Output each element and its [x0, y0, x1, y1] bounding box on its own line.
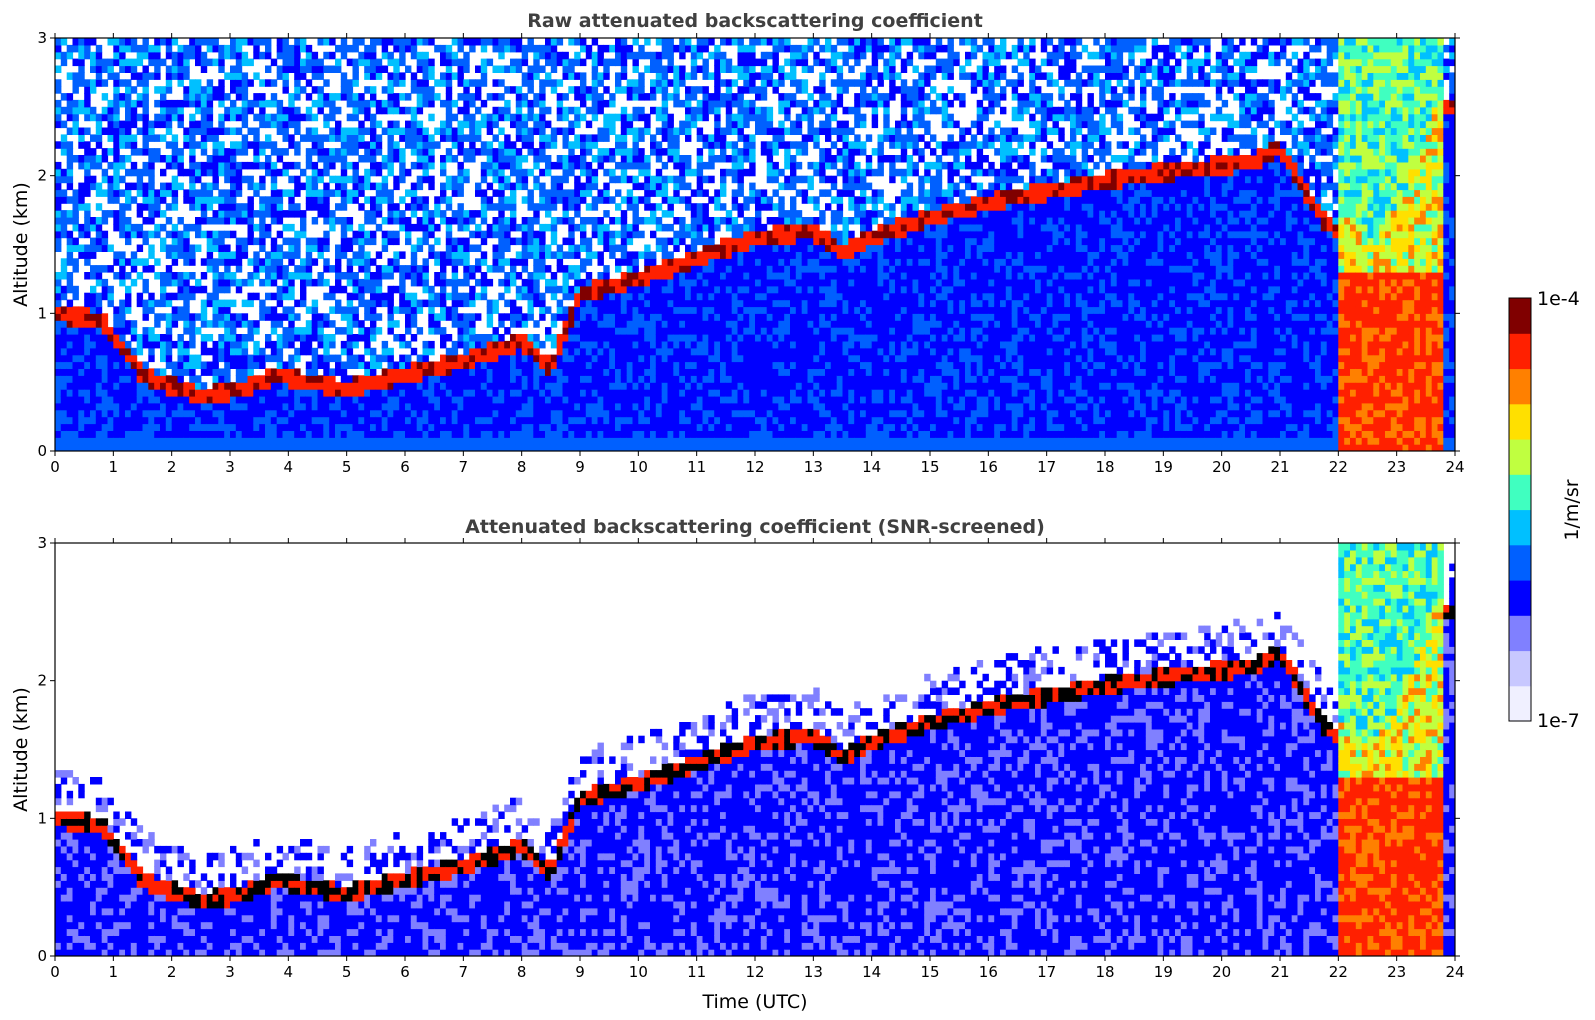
- colorbar-step: [1509, 368, 1531, 405]
- colorbar-step: [1509, 333, 1531, 370]
- x-tick-label: 12: [745, 963, 764, 981]
- x-tick-label: 7: [459, 963, 469, 981]
- y-tick-label: 3: [37, 534, 47, 552]
- x-tick-label: 19: [1154, 963, 1173, 981]
- x-tick-label: 16: [979, 458, 998, 476]
- colorbar-unit-label: 1/m/sr: [1561, 479, 1583, 540]
- x-tick-label: 9: [575, 458, 585, 476]
- x-tick-label: 12: [745, 458, 764, 476]
- panel-screened: Attenuated backscattering coefficient (S…: [10, 516, 1465, 1013]
- colorbar-step: [1509, 474, 1531, 511]
- x-tick-label: 14: [862, 963, 881, 981]
- colorbar-step: [1509, 509, 1531, 546]
- panel-screened-y-axis: 0 1 2 3: [37, 534, 1460, 965]
- x-tick-label: 21: [1270, 458, 1289, 476]
- x-tick-label: 11: [687, 458, 706, 476]
- colorbar-step: [1509, 650, 1531, 687]
- x-tick-label: 13: [804, 963, 823, 981]
- x-tick-label: 19: [1154, 458, 1173, 476]
- colorbar-min-label: 1e-7: [1537, 710, 1580, 732]
- x-tick-label: 17: [1037, 458, 1056, 476]
- x-tick-label: 11: [687, 963, 706, 981]
- x-tick-label: 23: [1387, 458, 1406, 476]
- panel-screened-ylabel: Altitude (km): [10, 687, 32, 812]
- x-tick-label: 3: [225, 458, 235, 476]
- x-tick-label: 24: [1445, 963, 1464, 981]
- x-tick-label: 21: [1270, 963, 1289, 981]
- x-tick-label: 6: [400, 458, 410, 476]
- y-tick-label: 1: [37, 304, 47, 322]
- x-tick-label: 18: [1095, 458, 1114, 476]
- x-tick-label: 15: [920, 963, 939, 981]
- colorbar-step: [1509, 580, 1531, 616]
- panel-raw: Raw attenuated backscattering coefficien…: [10, 10, 1465, 476]
- x-tick-label: 8: [517, 458, 527, 476]
- y-tick-label: 3: [37, 29, 47, 47]
- colorbar-step: [1509, 439, 1531, 475]
- panel-raw-ylabel: Altitude (km): [10, 182, 32, 307]
- colorbar: 1e-4 1e-7 1/m/sr: [1508, 288, 1583, 732]
- colorbar-max-label: 1e-4: [1537, 288, 1580, 310]
- x-tick-label: 0: [50, 458, 60, 476]
- panel-raw-y-axis: 0 1 2 3: [37, 29, 1460, 460]
- colorbar-frame: [1508, 297, 1532, 722]
- y-tick-label: 1: [37, 809, 47, 827]
- x-tick-label: 0: [50, 963, 60, 981]
- colorbar-step: [1509, 615, 1531, 652]
- x-tick-label: 9: [575, 963, 585, 981]
- x-tick-label: 4: [284, 963, 294, 981]
- x-tick-label: 22: [1329, 458, 1348, 476]
- x-tick-label: 2: [167, 458, 177, 476]
- panel-raw-title: Raw attenuated backscattering coefficien…: [527, 10, 983, 32]
- panel-raw-heatmap: [55, 38, 1455, 451]
- x-tick-label: 15: [920, 458, 939, 476]
- x-tick-label: 14: [862, 458, 881, 476]
- colorbar-step: [1509, 685, 1531, 722]
- x-tick-label: 24: [1445, 458, 1464, 476]
- panel-raw-x-axis: 0 1 2 3 4 5 6 7 8 9 10 11 12 13 14 15 16 17 18 19 20 21 22 23 24: [50, 33, 1465, 476]
- x-tick-label: 23: [1387, 963, 1406, 981]
- x-tick-label: 5: [342, 458, 352, 476]
- colorbar-step: [1509, 544, 1531, 581]
- y-tick-label: 0: [37, 947, 47, 965]
- colorbar-step: [1509, 298, 1531, 334]
- panel-screened-xlabel: Time (UTC): [701, 991, 807, 1013]
- panel-screened-heatmap: [55, 543, 1455, 956]
- x-tick-label: 8: [517, 963, 527, 981]
- x-tick-label: 13: [804, 458, 823, 476]
- x-tick-label: 3: [225, 963, 235, 981]
- colorbar-step: [1509, 403, 1531, 440]
- x-tick-label: 1: [109, 963, 119, 981]
- y-tick-label: 0: [37, 442, 47, 460]
- x-tick-label: 10: [629, 963, 648, 981]
- x-tick-label: 2: [167, 963, 177, 981]
- panel-screened-title: Attenuated backscattering coefficient (S…: [465, 516, 1045, 538]
- x-tick-label: 4: [284, 458, 294, 476]
- x-tick-label: 20: [1212, 458, 1231, 476]
- x-tick-label: 7: [459, 458, 469, 476]
- y-tick-label: 2: [37, 167, 47, 185]
- colorbar-steps: [1509, 298, 1531, 722]
- x-tick-label: 20: [1212, 963, 1231, 981]
- x-tick-label: 6: [400, 963, 410, 981]
- y-tick-label: 2: [37, 672, 47, 690]
- x-tick-label: 5: [342, 963, 352, 981]
- x-tick-label: 22: [1329, 963, 1348, 981]
- x-tick-label: 16: [979, 963, 998, 981]
- x-tick-label: 1: [109, 458, 119, 476]
- panel-screened-x-axis: 0 1 2 3 4 5 6 7 8 9 10 11 12 13 14 15 16 17 18 19 20 21 22 23 24: [50, 538, 1465, 981]
- x-tick-label: 17: [1037, 963, 1056, 981]
- x-tick-label: 18: [1095, 963, 1114, 981]
- x-tick-label: 10: [629, 458, 648, 476]
